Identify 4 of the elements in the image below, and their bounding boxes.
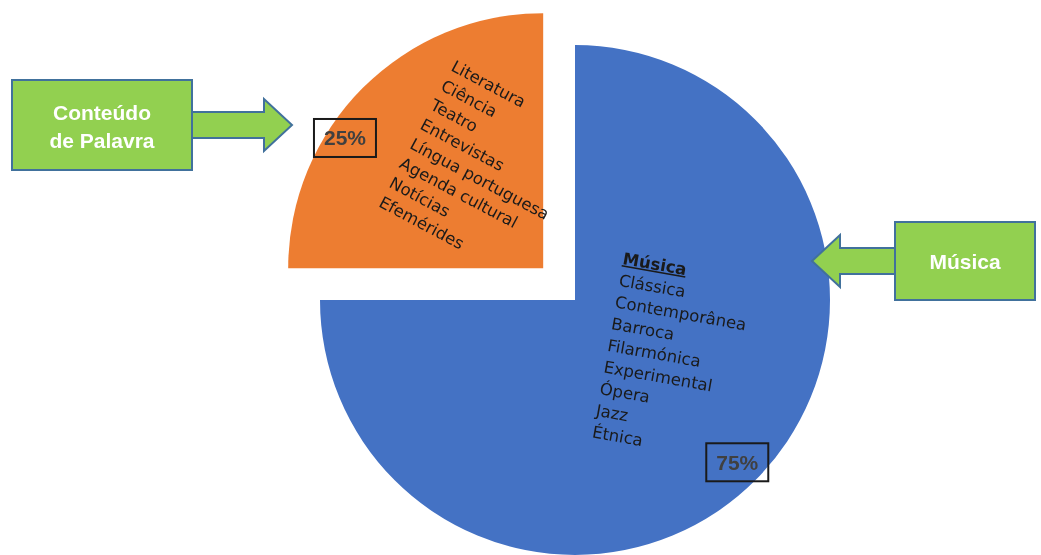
data-label: 25% [323, 126, 367, 150]
data-label: 75% [716, 450, 759, 474]
slice-label: Conteúdo de Palavra [49, 100, 155, 152]
slice-label: Música [929, 249, 1001, 273]
